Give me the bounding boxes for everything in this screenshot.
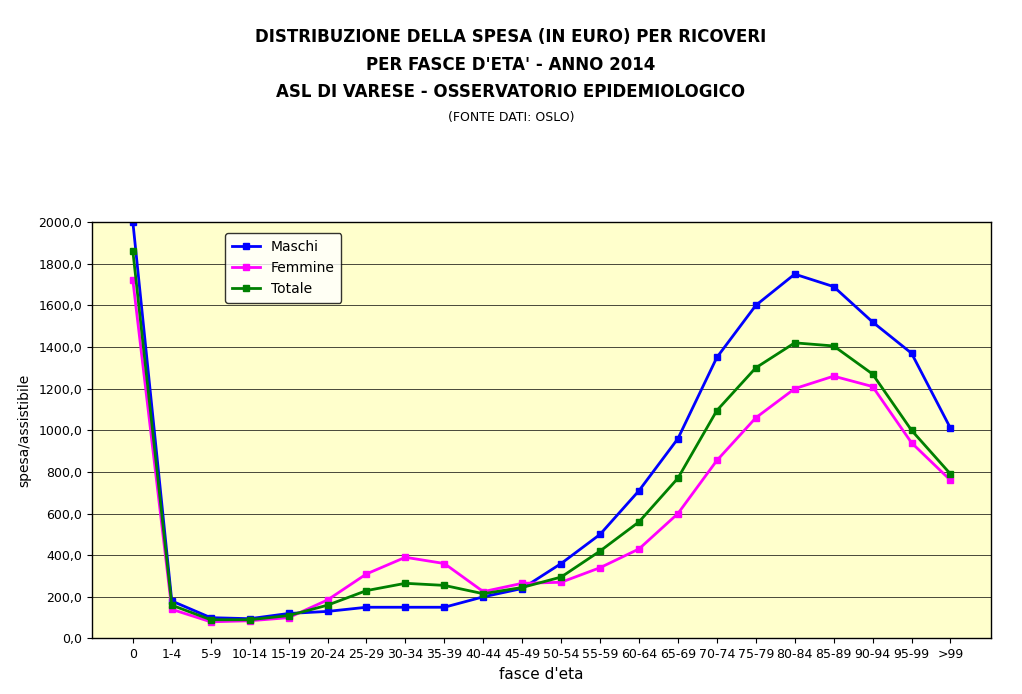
Maschi [282, 609, 294, 618]
Femmine [671, 509, 684, 518]
Text: ASL DI VARESE - OSSERVATORIO EPIDEMIOLOGICO: ASL DI VARESE - OSSERVATORIO EPIDEMIOLOG… [276, 83, 746, 101]
Maschi [750, 301, 762, 310]
Line: Maschi: Maschi [130, 219, 954, 623]
Totale [400, 579, 412, 587]
Femmine [127, 276, 139, 285]
Line: Totale: Totale [130, 248, 954, 623]
Femmine [361, 570, 373, 578]
Femmine [516, 579, 528, 587]
Maschi [710, 353, 723, 362]
Maschi [438, 603, 451, 611]
Totale [166, 601, 178, 609]
X-axis label: fasce d'eta: fasce d'eta [500, 667, 584, 682]
Totale [789, 339, 801, 347]
Maschi [828, 282, 840, 291]
Maschi [594, 530, 606, 539]
Totale [282, 611, 294, 620]
Maschi [633, 486, 645, 495]
Totale [204, 616, 217, 624]
Femmine [204, 618, 217, 626]
Totale [671, 474, 684, 482]
Femmine [321, 595, 333, 604]
Totale [828, 342, 840, 350]
Totale [477, 590, 490, 598]
Femmine [789, 384, 801, 393]
Maschi [671, 434, 684, 443]
Totale [944, 470, 957, 478]
Totale [555, 573, 567, 582]
Maschi [127, 218, 139, 226]
Femmine [166, 605, 178, 613]
Femmine [905, 439, 918, 447]
Totale [516, 583, 528, 591]
Totale [321, 601, 333, 609]
Femmine [282, 613, 294, 622]
Femmine [477, 587, 490, 595]
Femmine [633, 545, 645, 553]
Maschi [789, 270, 801, 278]
Femmine [400, 553, 412, 561]
Maschi [867, 318, 879, 326]
Totale [438, 582, 451, 590]
Femmine [438, 559, 451, 568]
Text: (FONTE DATI: OSLO): (FONTE DATI: OSLO) [448, 111, 574, 124]
Totale [905, 426, 918, 434]
Femmine [243, 616, 256, 625]
Femmine [750, 414, 762, 422]
Maschi [166, 597, 178, 605]
Maschi [477, 593, 490, 601]
Femmine [594, 564, 606, 572]
Maschi [555, 559, 567, 568]
Femmine [867, 382, 879, 391]
Line: Femmine: Femmine [130, 277, 954, 625]
Totale [867, 370, 879, 378]
Totale [633, 518, 645, 526]
Femmine [828, 372, 840, 380]
Maschi [321, 607, 333, 616]
Totale [710, 407, 723, 415]
Totale [127, 247, 139, 255]
Maschi [204, 613, 217, 622]
Maschi [243, 615, 256, 623]
Totale [243, 616, 256, 624]
Y-axis label: spesa/assistibile: spesa/assistibile [17, 373, 32, 487]
Maschi [400, 603, 412, 611]
Totale [594, 547, 606, 555]
Maschi [361, 603, 373, 611]
Legend: Maschi, Femmine, Totale: Maschi, Femmine, Totale [225, 233, 341, 303]
Text: DISTRIBUZIONE DELLA SPESA (IN EURO) PER RICOVERI: DISTRIBUZIONE DELLA SPESA (IN EURO) PER … [256, 28, 766, 46]
Totale [361, 586, 373, 595]
Maschi [944, 424, 957, 432]
Text: PER FASCE D'ETA' - ANNO 2014: PER FASCE D'ETA' - ANNO 2014 [366, 56, 656, 74]
Femmine [710, 457, 723, 465]
Totale [750, 364, 762, 372]
Femmine [555, 578, 567, 586]
Femmine [944, 476, 957, 484]
Maschi [516, 584, 528, 593]
Maschi [905, 349, 918, 357]
